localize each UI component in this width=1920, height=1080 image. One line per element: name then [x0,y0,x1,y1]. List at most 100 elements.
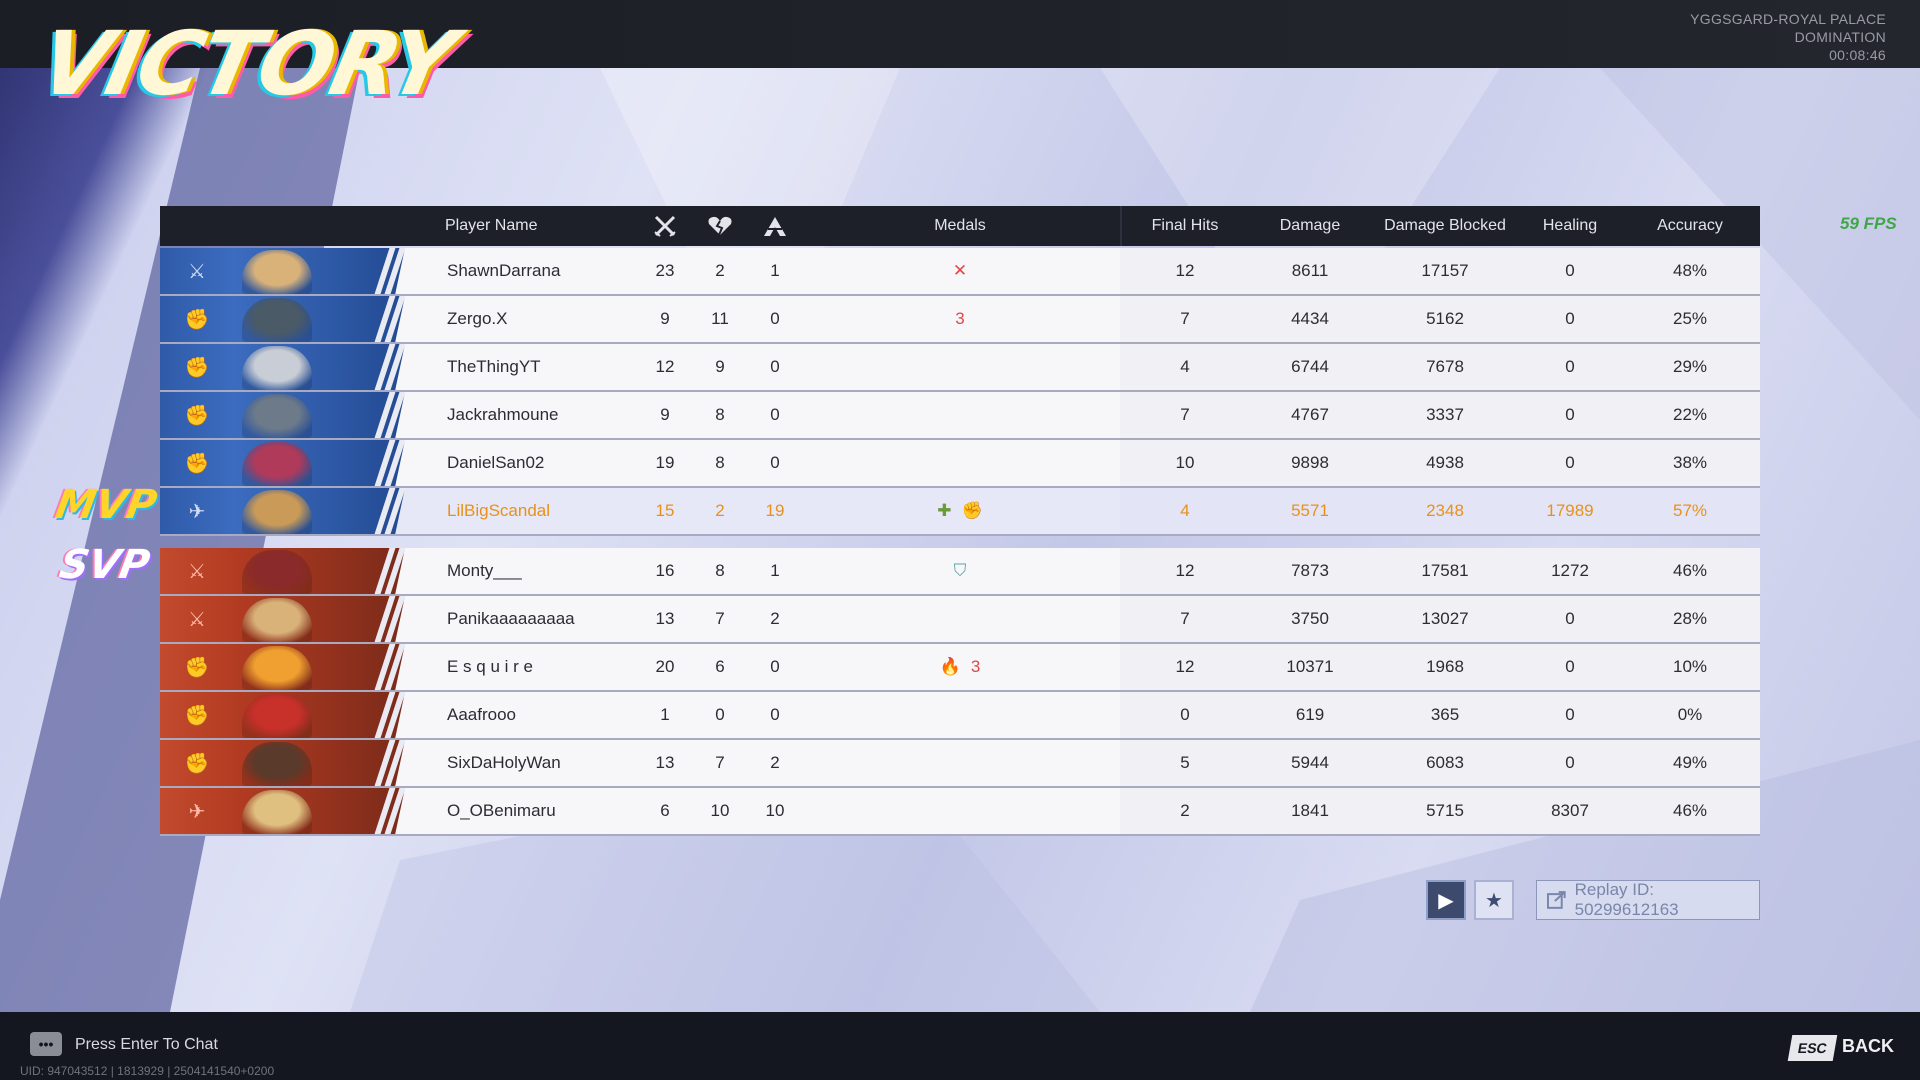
damage-blocked-value: 17581 [1421,561,1469,580]
kills-value: 23 [655,261,675,280]
header-damage-blocked: Damage Blocked [1384,217,1506,234]
accuracy-value: 49% [1672,753,1708,772]
table-row[interactable]: ✊ TheThingYT 12 9 0 4 6744 7678 0 29% [160,344,1760,392]
vanguard-icon: ✊ [184,656,210,679]
assists-header-icon [750,206,800,246]
player-name[interactable]: Monty___ [447,561,522,580]
chat-icon[interactable]: ••• [30,1032,62,1056]
victory-text: VICTORY [31,12,463,115]
damage-value: 619 [1295,705,1325,724]
medal-icon: ⛉ [953,561,967,580]
strategist-icon: ✈ [188,800,206,823]
hero-portrait: ✊ [160,344,405,390]
final-hits-value: 4 [1180,357,1190,376]
header-medals: Medals [934,217,986,234]
hero-face [242,250,312,294]
player-name[interactable]: Zergo.X [447,309,508,328]
hero-face [242,790,312,834]
table-row[interactable]: ✊ E s q u i r e 20 6 0 🔥 3 12 10371 1968 … [160,644,1760,692]
player-name[interactable]: LilBigScandal [447,501,551,520]
assists-value: 1 [770,561,780,580]
healing-value: 0 [1565,609,1575,628]
damage-blocked-value: 2348 [1426,501,1464,520]
vanguard-icon: ✊ [184,356,210,379]
table-row[interactable]: ✊ SixDaHolyWan 13 7 2 5 5944 6083 0 49% [160,740,1760,788]
assists-value: 10 [765,801,785,820]
hero-face [242,646,312,690]
play-icon: ▶ [1438,889,1454,912]
vanguard-icon: ✊ [184,308,210,331]
medals-cell [800,392,1120,438]
player-name[interactable]: DanielSan02 [447,453,545,472]
vanguard-icon: ✊ [184,404,210,427]
game-mode: DOMINATION [1794,29,1886,45]
player-name[interactable]: Aaafrooo [447,705,516,724]
player-name[interactable]: TheThingYT [447,357,541,376]
healing-value: 0 [1565,357,1575,376]
damage-value: 10371 [1286,657,1334,676]
table-row[interactable]: ✊ DanielSan02 19 8 0 10 9898 4938 0 38% [160,440,1760,488]
share-icon [1547,891,1566,909]
chat-prompt[interactable]: Press Enter To Chat [75,1036,218,1053]
player-name[interactable]: ShawnDarrana [447,261,561,280]
top-bar [0,0,1920,68]
final-hits-value: 10 [1175,453,1195,472]
map-name: YGGSGARD-ROYAL PALACE [1690,11,1886,27]
table-row[interactable]: ⚔ ShawnDarrana 23 2 1 ✕ 12 8611 17157 0 … [160,248,1760,296]
assists-value: 0 [770,657,780,676]
table-row[interactable]: ✊ Aaafrooo 1 0 0 0 619 365 0 0% [160,692,1760,740]
table-row[interactable]: ⚔ Panikaaaaaaaaa 13 7 2 7 3750 13027 0 2… [160,596,1760,644]
stats-background [1120,644,1760,690]
medals-cell: ⛉ [800,548,1120,594]
hero-face [242,298,312,342]
player-name[interactable]: O_OBenimaru [447,801,556,820]
hero-face [242,442,312,486]
svp-badge: SVP [55,542,154,588]
table-row[interactable]: ✊ Zergo.X 9 11 0 3 7 4434 5162 0 25% [160,296,1760,344]
deaths-value: 8 [715,405,725,424]
medals-cell [800,788,1120,834]
medal-icon: 3 [970,657,981,676]
replay-id-copy[interactable]: Replay ID: 50299612163 [1536,880,1760,920]
medal-icon: ✕ [952,261,968,280]
kills-value: 19 [655,453,675,472]
player-name[interactable]: Jackrahmoune [447,405,559,424]
vanguard-icon: ✊ [184,452,210,475]
medals-cell [800,596,1120,642]
stats-background [1120,740,1760,786]
damage-value: 3750 [1291,609,1329,628]
stats-background [1120,788,1760,834]
kills-value: 9 [660,405,670,424]
accuracy-value: 28% [1672,609,1708,628]
esc-key[interactable]: ESC [1787,1035,1838,1061]
damage-blocked-value: 7678 [1426,357,1464,376]
stats-background [1120,488,1760,534]
damage-blocked-value: 17157 [1421,261,1469,280]
favorite-button[interactable]: ★ [1474,880,1514,920]
table-row[interactable]: ✊ Jackrahmoune 9 8 0 7 4767 3337 0 22% [160,392,1760,440]
damage-blocked-value: 3337 [1426,405,1464,424]
accuracy-value: 46% [1672,561,1708,580]
player-name[interactable]: SixDaHolyWan [447,753,561,772]
final-hits-value: 7 [1180,405,1190,424]
play-replay-button[interactable]: ▶ [1426,880,1466,920]
player-name[interactable]: E s q u i r e [447,657,533,676]
medals-cell: ✚ ✊ [800,488,1120,534]
medal-icon: ✊ [961,501,983,520]
medals-cell: ✕ [800,248,1120,294]
medals-cell [800,344,1120,390]
table-row[interactable]: ✈ O_OBenimaru 6 10 10 2 1841 5715 8307 4… [160,788,1760,836]
hero-portrait: ✊ [160,392,405,438]
stats-background [1120,692,1760,738]
table-row[interactable]: ✈ LilBigScandal 15 2 19 ✚ ✊ 4 5571 2348 1… [160,488,1760,536]
player-name[interactable]: Panikaaaaaaaaa [447,609,575,628]
bottom-bar [0,1012,1920,1080]
table-row[interactable]: ⚔ Monty___ 16 8 1 ⛉ 12 7873 17581 1272 4… [160,548,1760,596]
deaths-value: 7 [715,753,725,772]
final-hits-value: 12 [1175,561,1195,580]
back-button[interactable]: BACK [1842,1036,1894,1056]
assists-value: 1 [770,261,780,280]
player-rows: ⚔ ShawnDarrana 23 2 1 ✕ 12 8611 17157 0 … [160,248,1760,836]
accuracy-value: 57% [1672,501,1708,520]
damage-blocked-value: 6083 [1426,753,1464,772]
